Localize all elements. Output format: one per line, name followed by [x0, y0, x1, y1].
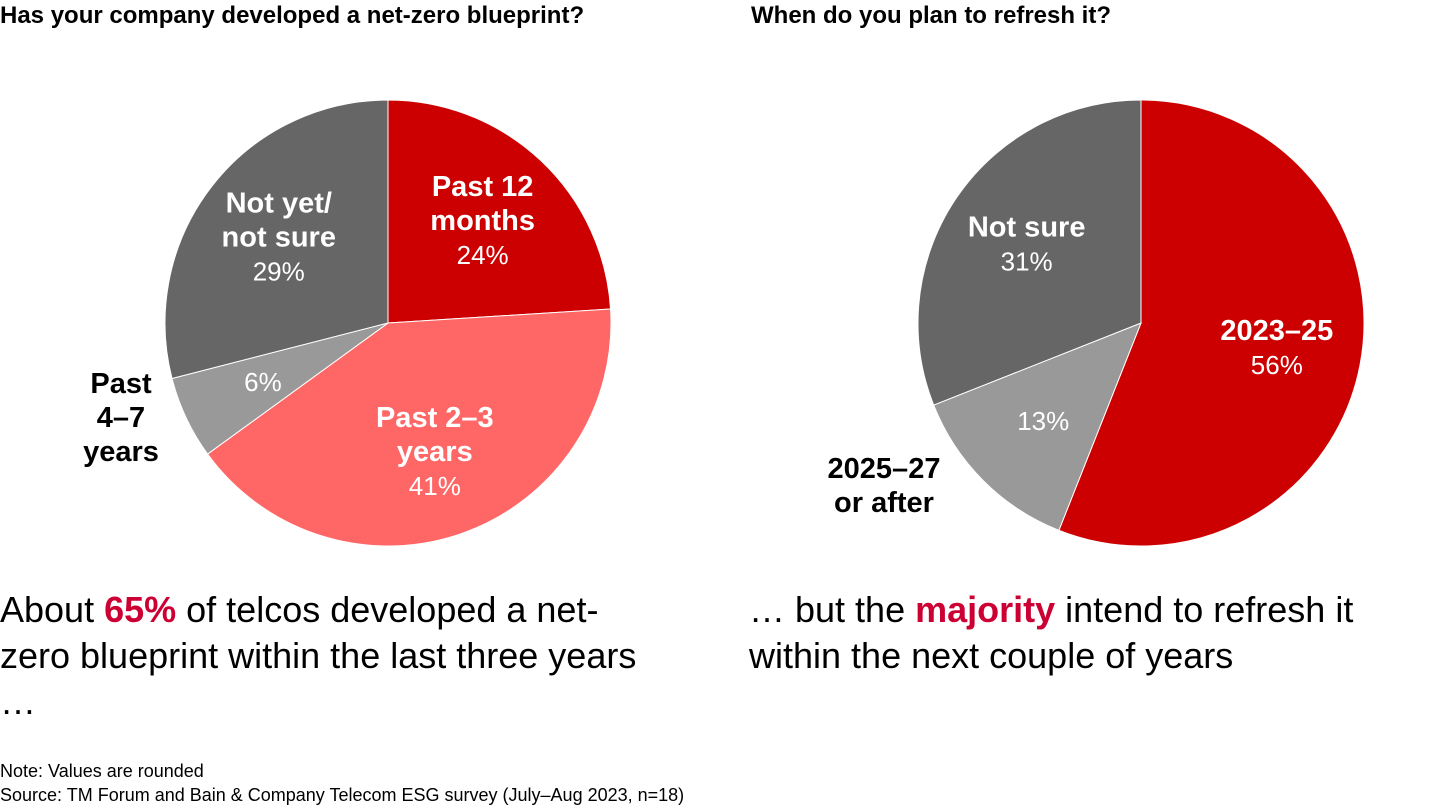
pie1-slice-0-pct: 24%: [457, 240, 509, 270]
pie1-slice-3-pct: 29%: [253, 256, 305, 286]
pie1-slice-3: [164, 99, 389, 380]
pie2-slice-0: [1058, 99, 1365, 547]
caption-right-before: … but the: [749, 589, 916, 630]
pie2-slice-0-pct: 56%: [1251, 350, 1303, 380]
caption-left: About 65% of telcos developed a net-zero…: [0, 587, 640, 725]
pie2-slice-1-pct: 13%: [1017, 406, 1069, 436]
footnote-source: Source: TM Forum and Bain & Company Tele…: [0, 785, 685, 805]
pie2-slice-2-pct: 31%: [1001, 246, 1053, 276]
caption-right-highlight: majority: [915, 589, 1056, 630]
chart-title-blueprint: Has your company developed a net-zero bl…: [0, 2, 585, 29]
pie1-slice-1-label-line: Past 2–3: [376, 402, 494, 434]
pie2-slice-0-label-line: 2023–25: [1220, 315, 1333, 347]
caption-left-after: of telcos developed a net-zero blueprint…: [0, 589, 637, 722]
pie2-slice-1: [933, 322, 1142, 531]
pie1-slice-0: [387, 99, 612, 324]
pie2-slice-2-label-line: Not sure: [968, 211, 1086, 243]
chart-title-refresh: When do you plan to refresh it?: [751, 2, 1111, 29]
pie1-slice-3-label-line: Not yet/: [226, 187, 332, 219]
caption-left-highlight: 65%: [104, 589, 177, 630]
pie1-slice-3-label-line: not sure: [222, 221, 336, 253]
pie2-slice-2: [917, 99, 1142, 406]
pie1-slice-0-label-line: months: [430, 205, 535, 237]
pie1-slice-2-pct: 6%: [244, 367, 282, 397]
pie1-slice-2-label-line: 4–7: [97, 402, 145, 434]
pie2-slice-1-label-line: or after: [834, 487, 934, 519]
pie1-slice-2-label-line: years: [83, 436, 159, 468]
caption-right: … but the majority intend to refresh it …: [749, 587, 1389, 679]
caption-left-before: About: [0, 589, 105, 630]
pie1-slice-1-pct: 41%: [409, 471, 461, 501]
pie1-slice-1-label-line: years: [397, 436, 473, 468]
pie1-slice-0-label-line: Past 12: [432, 171, 534, 203]
footnote-note: Note: Values are rounded: [0, 761, 204, 781]
pie1-slice-2-label-line: Past: [90, 368, 152, 400]
caption-right-after: intend to refresh it within the next cou…: [749, 589, 1354, 676]
pie1-slice-1: [206, 308, 612, 547]
pie2-slice-1-label-line: 2025–27: [828, 453, 941, 485]
